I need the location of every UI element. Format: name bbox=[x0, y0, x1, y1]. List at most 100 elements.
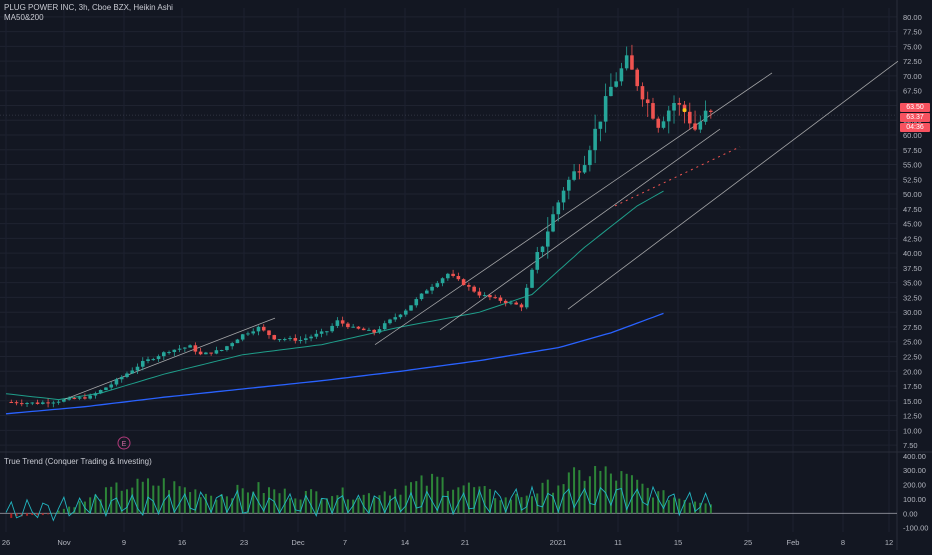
candle[interactable] bbox=[651, 103, 655, 119]
candle[interactable] bbox=[351, 326, 355, 328]
candle[interactable] bbox=[409, 305, 413, 311]
candle[interactable] bbox=[403, 310, 408, 315]
candle[interactable] bbox=[298, 339, 303, 341]
candle[interactable] bbox=[14, 402, 19, 404]
candle[interactable] bbox=[19, 403, 24, 405]
candle[interactable] bbox=[88, 395, 92, 399]
candle[interactable] bbox=[514, 302, 519, 305]
candle[interactable] bbox=[435, 283, 440, 287]
candle[interactable] bbox=[162, 352, 166, 357]
candle[interactable] bbox=[551, 214, 555, 232]
candle[interactable] bbox=[325, 331, 329, 333]
candle[interactable] bbox=[446, 273, 450, 279]
candle[interactable] bbox=[114, 379, 119, 385]
candle[interactable] bbox=[372, 329, 376, 333]
candle[interactable] bbox=[567, 179, 571, 191]
candle[interactable] bbox=[188, 345, 192, 348]
candle[interactable] bbox=[135, 366, 140, 371]
candle[interactable] bbox=[30, 402, 35, 404]
candle[interactable] bbox=[493, 297, 497, 299]
candle[interactable] bbox=[335, 320, 340, 326]
candle[interactable] bbox=[656, 118, 661, 128]
candle[interactable] bbox=[503, 300, 508, 303]
candle[interactable] bbox=[472, 286, 476, 292]
candle[interactable] bbox=[488, 295, 492, 298]
trendline[interactable] bbox=[63, 317, 276, 400]
candle[interactable] bbox=[603, 96, 608, 122]
candle[interactable] bbox=[277, 339, 282, 341]
candle[interactable] bbox=[556, 202, 561, 215]
candle[interactable] bbox=[225, 346, 229, 351]
candle[interactable] bbox=[630, 55, 634, 70]
candle[interactable] bbox=[156, 356, 161, 360]
candle[interactable] bbox=[672, 103, 676, 111]
candle[interactable] bbox=[272, 335, 277, 340]
candle[interactable] bbox=[346, 323, 350, 328]
candle[interactable] bbox=[167, 352, 171, 354]
candle[interactable] bbox=[183, 347, 187, 349]
candle[interactable] bbox=[524, 287, 529, 308]
candle[interactable] bbox=[177, 348, 182, 350]
candle[interactable] bbox=[645, 99, 650, 104]
candle[interactable] bbox=[235, 339, 240, 344]
candle[interactable] bbox=[72, 398, 77, 400]
candle[interactable] bbox=[62, 399, 66, 402]
candle[interactable] bbox=[25, 403, 29, 405]
candle[interactable] bbox=[624, 55, 629, 69]
candle[interactable] bbox=[530, 269, 534, 288]
candle[interactable] bbox=[209, 352, 213, 354]
candle[interactable] bbox=[251, 331, 256, 334]
candle[interactable] bbox=[509, 302, 513, 304]
candle[interactable] bbox=[361, 328, 366, 331]
candle[interactable] bbox=[93, 393, 98, 396]
candle[interactable] bbox=[267, 330, 271, 336]
candle[interactable] bbox=[545, 231, 550, 247]
candle[interactable] bbox=[51, 402, 56, 404]
candle[interactable] bbox=[214, 350, 219, 354]
candle[interactable] bbox=[640, 86, 645, 100]
candle[interactable] bbox=[419, 293, 424, 300]
candle[interactable] bbox=[356, 326, 361, 329]
candle[interactable] bbox=[319, 331, 324, 334]
candle[interactable] bbox=[330, 325, 334, 332]
candle[interactable] bbox=[109, 384, 113, 388]
candle[interactable] bbox=[377, 329, 382, 333]
candle[interactable] bbox=[456, 276, 461, 280]
candle[interactable] bbox=[614, 81, 618, 87]
candle[interactable] bbox=[698, 121, 703, 130]
trendline[interactable] bbox=[439, 128, 721, 331]
candle[interactable] bbox=[588, 150, 592, 166]
candle[interactable] bbox=[98, 390, 103, 394]
candle[interactable] bbox=[451, 273, 455, 277]
candle[interactable] bbox=[41, 402, 45, 404]
candle[interactable] bbox=[119, 376, 124, 380]
candle[interactable] bbox=[77, 397, 82, 399]
candle[interactable] bbox=[577, 171, 582, 173]
candle[interactable] bbox=[619, 68, 624, 82]
candle[interactable] bbox=[467, 285, 471, 287]
candle[interactable] bbox=[661, 121, 666, 128]
candle[interactable] bbox=[598, 121, 603, 129]
candle[interactable] bbox=[261, 326, 266, 331]
candle[interactable] bbox=[477, 291, 482, 296]
candle[interactable] bbox=[246, 333, 250, 335]
candle[interactable] bbox=[309, 336, 313, 339]
candle[interactable] bbox=[256, 326, 261, 332]
candle[interactable] bbox=[46, 402, 50, 404]
candle[interactable] bbox=[130, 370, 135, 374]
candle[interactable] bbox=[666, 110, 671, 122]
candle[interactable] bbox=[230, 343, 234, 347]
candle[interactable] bbox=[519, 304, 524, 308]
candle[interactable] bbox=[293, 338, 298, 341]
candle[interactable] bbox=[482, 295, 487, 297]
candle[interactable] bbox=[282, 339, 287, 341]
candle[interactable] bbox=[593, 128, 597, 151]
candle[interactable] bbox=[125, 373, 129, 377]
indicator-legend-ma[interactable]: MA50&200 bbox=[4, 13, 44, 22]
candle[interactable] bbox=[540, 246, 545, 253]
candle[interactable] bbox=[582, 165, 587, 173]
candle[interactable] bbox=[219, 350, 224, 352]
earnings-marker[interactable] bbox=[117, 436, 131, 450]
